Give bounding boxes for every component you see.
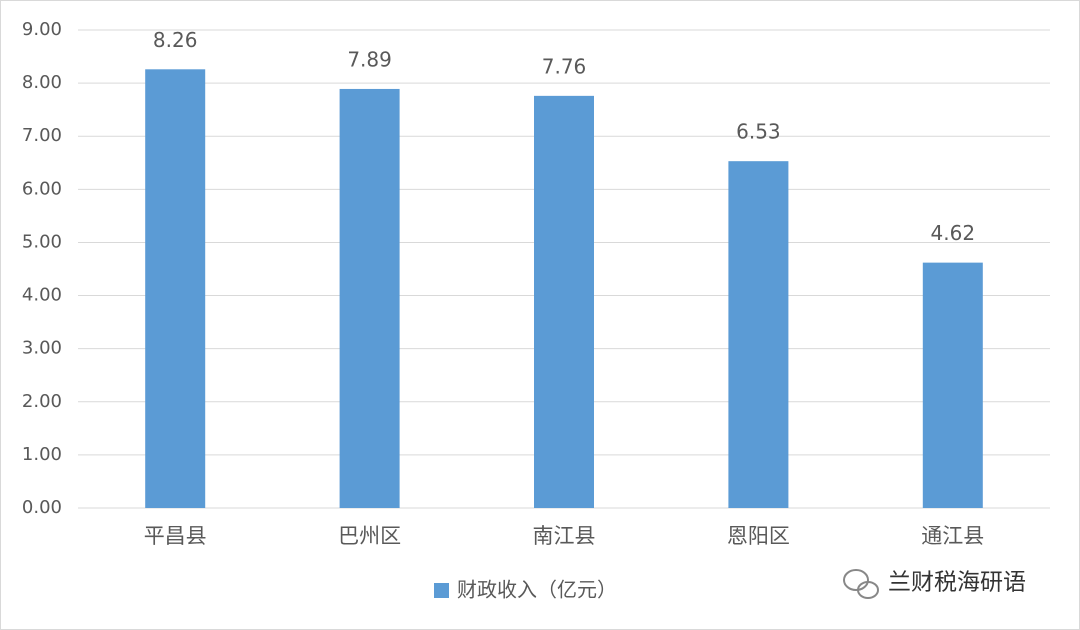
y-tick-label: 9.00 bbox=[22, 19, 62, 40]
watermark: 兰财税海研语 bbox=[888, 570, 1026, 596]
y-tick-label: 7.00 bbox=[22, 125, 62, 146]
y-tick-label: 8.00 bbox=[22, 72, 62, 93]
y-tick-label: 3.00 bbox=[22, 338, 62, 359]
data-label: 7.76 bbox=[542, 54, 587, 78]
bar bbox=[339, 88, 400, 508]
bar bbox=[922, 262, 983, 508]
data-label: 6.53 bbox=[736, 120, 781, 144]
x-tick-label: 平昌县 bbox=[144, 524, 207, 548]
legend-swatch bbox=[434, 583, 449, 598]
y-tick-label: 4.00 bbox=[22, 285, 62, 306]
data-label: 4.62 bbox=[931, 221, 976, 245]
x-tick-label: 恩阳区 bbox=[727, 524, 790, 548]
x-tick-label: 南江县 bbox=[533, 524, 596, 548]
y-tick-label: 2.00 bbox=[22, 391, 62, 412]
y-tick-label: 1.00 bbox=[22, 444, 62, 465]
y-tick-label: 0.00 bbox=[22, 497, 62, 518]
watermark-icon bbox=[843, 569, 879, 599]
y-tick-label: 5.00 bbox=[22, 231, 62, 252]
x-tick-label: 通江县 bbox=[921, 524, 984, 548]
bar bbox=[728, 161, 789, 508]
legend-label: 财政收入（亿元） bbox=[457, 578, 617, 602]
data-label: 7.89 bbox=[347, 47, 392, 71]
bar bbox=[145, 69, 206, 509]
bar bbox=[534, 95, 594, 508]
y-tick-label: 6.00 bbox=[22, 178, 62, 199]
x-tick-label: 巴州区 bbox=[338, 524, 401, 548]
data-label: 8.26 bbox=[153, 28, 198, 52]
